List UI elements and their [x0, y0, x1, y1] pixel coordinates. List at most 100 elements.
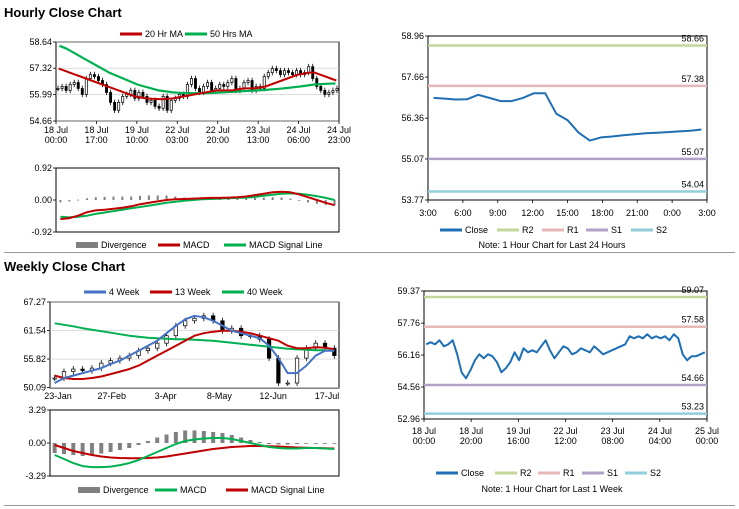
hourly-macd-divergence-bar	[253, 197, 256, 200]
hourly-main-xtick-label: 18 Jul	[84, 125, 108, 135]
hourly-main-candle	[206, 82, 210, 87]
weekly-levels-frame	[423, 290, 708, 420]
weekly-levels-xtick-label: 18 Jul	[412, 426, 436, 436]
weekly-main-candle	[52, 377, 57, 380]
weekly-4wk-legend-label: 4 Week	[109, 287, 140, 297]
hourly-main-candle	[64, 86, 68, 91]
weekly-levels-xtick-label: 24 Jul	[648, 426, 672, 436]
hourly-main-candle	[222, 84, 226, 87]
hourly-macd-signal-legend-label: MACD Signal Line	[249, 240, 323, 250]
weekly-section-title: Weekly Close Chart	[4, 259, 126, 274]
hourly-main-candle	[133, 90, 137, 99]
weekly-macd-ytick-label: 0.00	[28, 438, 46, 448]
hourly-main-candle	[278, 70, 282, 75]
hourly-main-candle	[113, 101, 117, 111]
hourly-macd-ytick-label: 0.92	[34, 163, 52, 173]
weekly-main-candle	[71, 368, 76, 372]
hourly-main-candle	[72, 82, 76, 85]
hourly-main-candle	[68, 84, 72, 91]
weekly-macd-divergence-bar	[89, 443, 94, 456]
weekly-macd-divergence-bar	[136, 443, 141, 446]
weekly-main-candle	[155, 342, 160, 349]
hourly-main-candle	[60, 86, 64, 89]
hourly-ma20-line	[58, 67, 337, 101]
weekly-levels-r1-legend-label: R1	[563, 468, 575, 478]
hourly-level-r2-label: 58.66	[681, 33, 704, 43]
weekly-macd-line	[54, 437, 335, 469]
hourly-main-candle	[262, 76, 266, 89]
hourly-levels-note: Note: 1 Hour Chart for Last 24 Hours	[478, 240, 626, 250]
hourly-main-candle	[230, 78, 234, 83]
hourly-main-xtick-label: 22 Jul	[206, 125, 230, 135]
hourly-main-candle	[88, 74, 92, 79]
weekly-main-xtick-label: 8-May	[207, 391, 233, 401]
weekly-levels-xtick-label: 19 Jul	[506, 426, 530, 436]
weekly-macd-divergence-bar	[183, 430, 188, 443]
weekly-macd-divergence-bar	[267, 443, 272, 445]
hourly-levels-r2-legend-label: R2	[522, 225, 534, 235]
hourly-main-xtick-label: 18 Jul	[44, 125, 68, 135]
weekly-main-ytick-label: 67.27	[23, 297, 46, 307]
hourly-main-xtick-label: 24 Jul	[327, 125, 351, 135]
hourly-macd-divergence-bar	[280, 197, 283, 200]
weekly-levels-r2-legend-label: R2	[520, 468, 532, 478]
hourly-macd-divergence-bar	[68, 200, 71, 202]
hourly-levels-xtick-label: 0:00	[663, 208, 681, 218]
hourly-macd-divergence-legend-swatch	[76, 242, 98, 248]
weekly-levels-s2-legend-label: S2	[650, 468, 661, 478]
weekly-macd-ytick-label: -3.29	[25, 471, 46, 481]
weekly-main-candle	[332, 347, 337, 356]
hourly-main-candle	[169, 100, 173, 111]
hourly-macd-divergence-bar	[112, 196, 115, 200]
hourly-main-xtick-label: 22 Jul	[165, 125, 189, 135]
hourly-main-candle	[226, 82, 230, 87]
hourly-main-candle	[157, 105, 161, 109]
hourly-main-candle	[109, 92, 113, 103]
hourly-levels-xtick-label: 3:00	[698, 208, 716, 218]
hourly-main-candle	[137, 92, 141, 99]
weekly-40wk-line	[54, 322, 335, 352]
hourly-main-candle	[80, 88, 84, 95]
weekly-macd-divergence-bar	[248, 439, 253, 443]
hourly-main-candle	[92, 74, 96, 77]
hourly-macd-ytick-label: -0.92	[31, 227, 52, 237]
weekly-macd-divergence-bar	[71, 443, 76, 456]
hourly-main-candle	[194, 78, 197, 89]
hourly-main-ytick-label: 54.66	[29, 116, 52, 126]
weekly-levels-xtick-label: 00:00	[696, 436, 719, 446]
weekly-main-candle	[192, 317, 197, 322]
hourly-main-candle	[56, 88, 60, 90]
hourly-section-title: Hourly Close Chart	[4, 5, 122, 20]
weekly-levels-ytick-label: 56.16	[397, 350, 420, 360]
weekly-macd-divergence-bar	[117, 443, 122, 451]
hourly-main-candle	[246, 80, 250, 83]
hourly-macd-divergence-bar	[262, 197, 265, 200]
hourly-levels-xtick-label: 3:00	[419, 208, 437, 218]
weekly-close-line	[425, 333, 706, 380]
hourly-main-xtick-label: 20:00	[206, 135, 229, 145]
weekly-level-s2-label: 53.23	[681, 402, 704, 412]
hourly-main-xtick-label: 17:00	[85, 135, 108, 145]
hourly-level-s2-label: 54.04	[681, 179, 704, 189]
weekly-macd-divergence-bar	[332, 443, 337, 444]
hourly-macd-divergence-bar	[59, 200, 62, 203]
section-divider	[4, 252, 735, 253]
weekly-levels-close-legend-label: Close	[461, 468, 484, 478]
weekly-levels-xtick-label: 25 Jul	[695, 426, 719, 436]
weekly-macd-divergence-bar	[99, 443, 104, 454]
weekly-levels-xtick-label: 18 Jul	[459, 426, 483, 436]
hourly-ma50-legend-label: 50 Hrs MA	[210, 29, 253, 39]
weekly-levels-ytick-label: 52.96	[397, 414, 420, 424]
hourly-main-candle	[141, 92, 145, 97]
hourly-main-xtick-label: 19 Jul	[125, 125, 149, 135]
hourly-macd-divergence-bar	[77, 199, 80, 201]
weekly-macd-divergence-bar	[192, 430, 197, 443]
weekly-macd-divergence-bar	[80, 443, 85, 457]
hourly-main-xtick-label: 13:00	[247, 135, 270, 145]
hourly-levels-ytick-label: 53.77	[401, 195, 424, 205]
hourly-main-candle	[319, 86, 323, 91]
weekly-main-xtick-label: 27-Feb	[98, 391, 127, 401]
